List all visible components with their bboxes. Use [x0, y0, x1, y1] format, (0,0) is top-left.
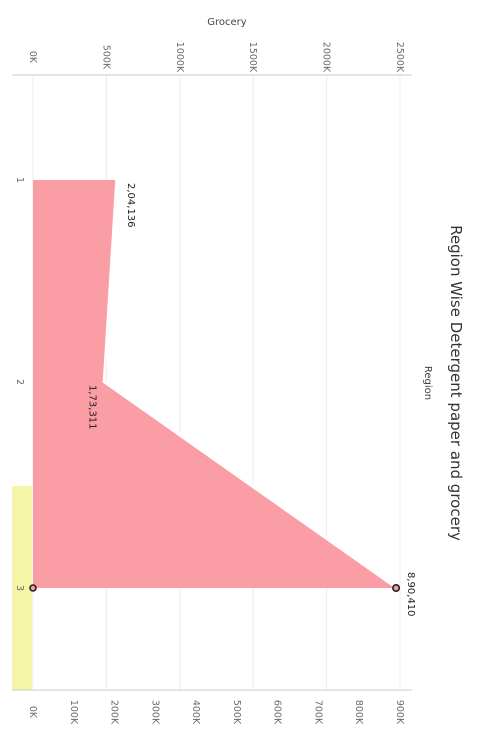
detergents-tick-label: 300K	[149, 700, 160, 725]
detergents-tick-label: 800K	[353, 700, 364, 725]
detergents-axis-ticks: 0K 100K 200K 300K 400K 500K 600K 700K 800K 900K	[27, 700, 405, 725]
region-axis-title: Region	[422, 366, 433, 400]
region-tick-label: 2	[14, 379, 25, 385]
detergents-tick-label: 0K	[27, 706, 38, 719]
grocery-axis-ticks: 0K 500K 1000K 1500K 2000K 2500K	[27, 42, 405, 73]
chart-title: Region Wise Detergent paper and grocery	[447, 225, 465, 541]
data-label: 1,73,311	[87, 385, 98, 430]
detergents-point-3	[392, 583, 401, 592]
data-label: 2,04,136	[125, 183, 136, 228]
detergents-tick-label: 600K	[272, 700, 283, 725]
detergents-tick-label: 700K	[312, 700, 323, 725]
grocery-tick-label: 2000K	[321, 42, 332, 73]
grocery-axis-title: Grocery	[207, 17, 247, 28]
grocery-tick-label: 500K	[100, 45, 111, 70]
region-axis-ticks: 1 2 3	[14, 177, 25, 591]
plot-area	[29, 179, 401, 592]
grocery-tick-label: 0K	[27, 51, 38, 64]
baseline-point-3	[29, 584, 37, 592]
detergents-tick-label: 200K	[109, 700, 120, 725]
grocery-tick-label: 1500K	[247, 42, 258, 73]
data-label: 8,90,410	[405, 572, 416, 617]
detergents-line	[102, 179, 397, 589]
highlight-band-region-3	[12, 486, 32, 690]
data-labels: 2,04,136 1,73,311 8,90,410	[87, 183, 416, 617]
detergents-area	[33, 180, 397, 588]
grocery-tick-label: 1000K	[174, 42, 185, 73]
region-tick-label: 1	[14, 177, 25, 183]
detergents-tick-label: 400K	[190, 700, 201, 725]
region-tick-label: 3	[14, 585, 25, 591]
detergents-tick-label: 900K	[394, 700, 405, 725]
detergents-tick-label: 500K	[231, 700, 242, 725]
grocery-tick-label: 2500K	[394, 42, 405, 73]
detergents-tick-label: 100K	[68, 700, 79, 725]
